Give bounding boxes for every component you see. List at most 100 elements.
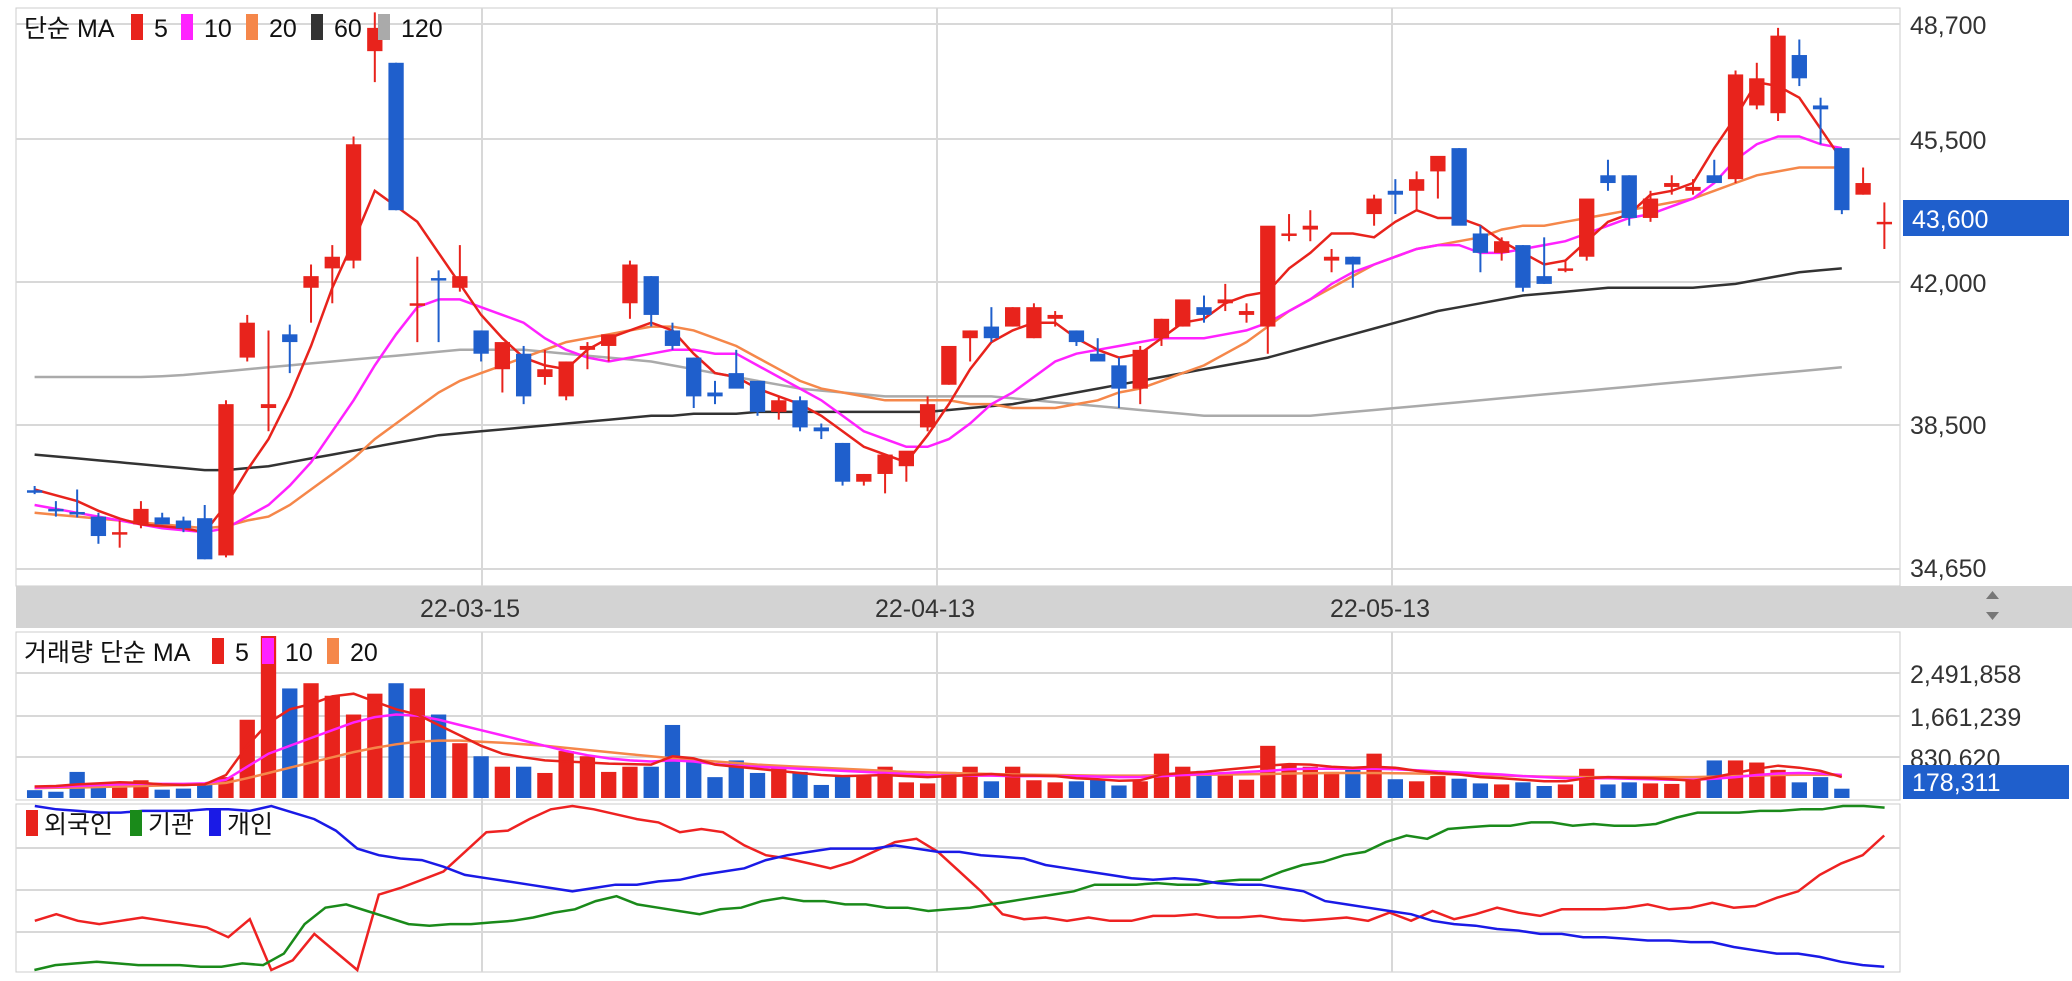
candle-body [218,404,234,556]
individual-swatch [209,810,221,836]
volume-bar [367,693,383,798]
volume-bar [1430,776,1446,798]
candle-body [898,450,915,467]
candle-body [1812,105,1829,110]
candle-body [1876,221,1893,225]
candle-body [452,276,468,288]
candle-body [260,404,277,409]
date-label: 22-05-13 [1330,595,1430,623]
volume-bar [601,771,617,798]
ma-line-120 [34,348,1842,418]
volume-bar [473,756,489,798]
volume-bar [515,766,532,798]
candle-body [1855,183,1871,195]
volume-bar [1323,771,1340,798]
volume-bar [1451,778,1467,798]
candle-body [239,322,255,358]
volume-bar [1812,777,1829,798]
price-legend-title: 단순 MA [24,15,115,43]
candle-body [409,303,425,306]
candle-body [1026,307,1042,339]
ma20-label: 20 [269,15,297,43]
candle-body [515,353,532,397]
foreign-swatch [26,810,38,836]
candle-body [69,511,85,515]
volume-ma-line-10 [34,713,1842,789]
candle-body [941,345,957,385]
volume-bar [494,766,511,798]
candle-body [1408,179,1425,191]
candle-body [601,334,617,346]
volume-bar [1026,780,1042,798]
candle-body [1281,233,1297,236]
volume-bar [154,789,170,798]
volume-bar [1791,782,1807,798]
vma20-label: 20 [350,639,378,667]
investor-line-2 [34,804,1885,968]
volume-bar [1494,784,1510,798]
price-tick: 45,500 [1910,127,1986,155]
volume-bar [622,766,638,798]
volume-bar [1345,769,1361,798]
candle-body [1791,55,1807,79]
candle-body [707,392,723,397]
volume-bar [1238,779,1255,798]
volume-bar [48,791,64,798]
volume-bar [1536,786,1552,798]
current-volume-badge [1903,765,2069,799]
current-price-value: 43,600 [1912,206,1988,234]
ma10-swatch [181,14,193,40]
price-legend: 단순 MA 5 10 20 60 120 [24,14,443,43]
candle-body [834,442,851,482]
price-tick: 42,000 [1910,270,1986,298]
candle-body [1536,276,1552,284]
candle-body [133,508,149,525]
volume-bar [90,786,107,798]
candle-body [1770,35,1786,114]
volume-bar [579,756,596,798]
vma10-swatch [262,638,274,664]
date-axis: 22-03-15 22-04-13 22-05-13 [420,595,1430,623]
candle-body [686,357,702,397]
vma5-swatch [212,638,224,664]
volume-bar [1834,788,1850,798]
candle-body [1175,299,1191,327]
volume-bar [1068,781,1085,798]
candle-body [1387,190,1404,195]
volume-bar [1600,784,1616,798]
chevron-down-icon[interactable] [1986,612,1999,620]
candlesticks [26,12,1893,560]
candle-body [856,473,872,482]
volume-bar [983,781,1000,798]
chevron-up-icon[interactable] [1986,591,1999,599]
date-axis-band [16,586,1900,628]
ma120-label: 120 [401,15,443,43]
ma-line-5 [34,80,1843,534]
panel-resize-handle[interactable] [1986,591,1999,620]
ma5-label: 5 [154,15,168,43]
candle-body [1515,245,1531,288]
volume-bar [1472,783,1489,798]
candle-body [728,373,744,389]
candle-body [1090,353,1106,362]
candle-body [324,256,340,269]
price-tick: 38,500 [1910,412,1986,440]
volume-bar [1557,784,1574,798]
candle-body [282,334,298,343]
candle-body [1621,175,1637,218]
price-tick: 34,650 [1910,555,1986,583]
grid-lines [16,8,1900,972]
volume-bar [388,683,404,798]
ma5-swatch [131,14,143,40]
candle-body [197,518,213,560]
volume-bar [558,751,574,798]
candle-body [1430,155,1446,172]
volume-bar [1749,762,1765,798]
candle-body [1004,307,1021,327]
candle-body [1132,349,1148,389]
candle-body [26,490,43,493]
volume-bar [898,782,915,798]
candle-body [558,361,574,397]
